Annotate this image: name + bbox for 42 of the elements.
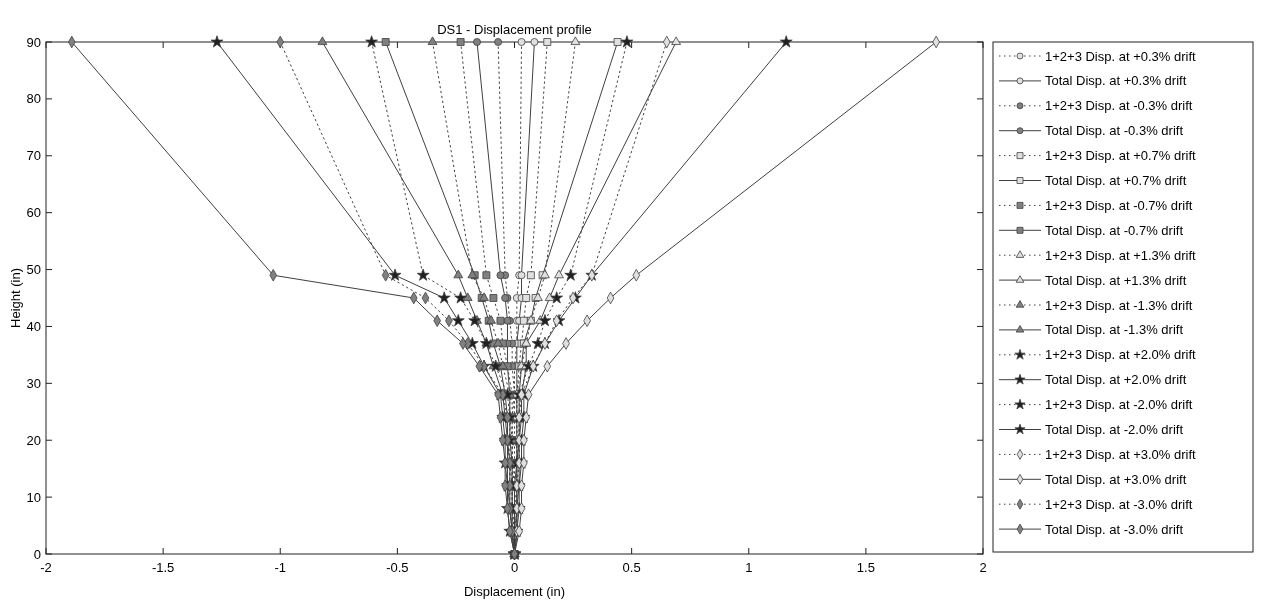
legend-label: Total Disp. at +1.3% drift — [1045, 272, 1187, 288]
y-tick-label: 50 — [26, 262, 41, 278]
x-tick-label: 0 — [510, 560, 519, 575]
legend-label: Total Disp. at +0.7% drift — [1045, 173, 1187, 188]
y-tick-label: 90 — [26, 34, 41, 50]
legend-label: Total Disp. at -2.0% drift — [1045, 422, 1184, 437]
legend-label: 1+2+3 Disp. at -3.0% drift — [1045, 496, 1193, 512]
y-tick-label: 40 — [26, 318, 41, 334]
legend-label: Total Disp. at -0.7% drift — [1045, 222, 1184, 238]
y-axis-title: Height (in) — [8, 268, 23, 328]
y-tick-label: 20 — [26, 432, 41, 448]
legend-label: 1+2+3 Disp. at +3.0% drift — [1045, 446, 1197, 462]
legend-label: 1+2+3 Disp. at -1.3% drift — [1045, 297, 1193, 313]
legend-label: 1+2+3 Disp. at +0.3% drift — [1045, 48, 1197, 64]
x-tick-label: -0.5 — [386, 560, 409, 575]
legend-label: Total Disp. at +3.0% drift — [1045, 471, 1187, 487]
legend-label: 1+2+3 Disp. at -0.7% drift — [1045, 197, 1193, 213]
legend-label: 1+2+3 Disp. at -0.3% drift — [1045, 98, 1193, 114]
legend-label: Total Disp. at -1.3% drift — [1045, 322, 1184, 338]
x-tick-label: 0.5 — [622, 560, 641, 575]
x-tick-label: -1.5 — [151, 560, 175, 575]
legend-label: 1+2+3 Disp. at +2.0% drift — [1045, 347, 1197, 363]
x-tick-label: -1 — [274, 560, 287, 575]
y-tick-label: 10 — [26, 489, 41, 505]
chart-title: DS1 - Displacement profile — [437, 22, 592, 37]
x-tick-label: 1 — [745, 560, 753, 575]
y-tick-label: 60 — [26, 205, 41, 221]
legend-label: 1+2+3 Disp. at +1.3% drift — [1045, 247, 1197, 263]
legend-label: Total Disp. at -3.0% drift — [1045, 521, 1184, 537]
y-tick-label: 70 — [26, 148, 41, 164]
x-axis-title: Displacement (in) — [463, 584, 566, 599]
y-tick-label: 0 — [33, 546, 41, 562]
legend-label: Total Disp. at +0.3% drift — [1045, 73, 1187, 89]
x-tick-label: -2 — [40, 560, 52, 575]
legend-label: Total Disp. at -0.3% drift — [1045, 123, 1184, 139]
y-tick-label: 30 — [26, 375, 41, 391]
legend-label: 1+2+3 Disp. at +0.7% drift — [1045, 148, 1197, 164]
x-tick-label: 1.5 — [856, 560, 875, 575]
legend-label: Total Disp. at +2.0% drift — [1045, 372, 1187, 388]
legend-label: 1+2+3 Disp. at -2.0% drift — [1045, 397, 1193, 413]
x-tick-label: 2 — [979, 560, 987, 575]
y-tick-label: 80 — [26, 91, 41, 107]
